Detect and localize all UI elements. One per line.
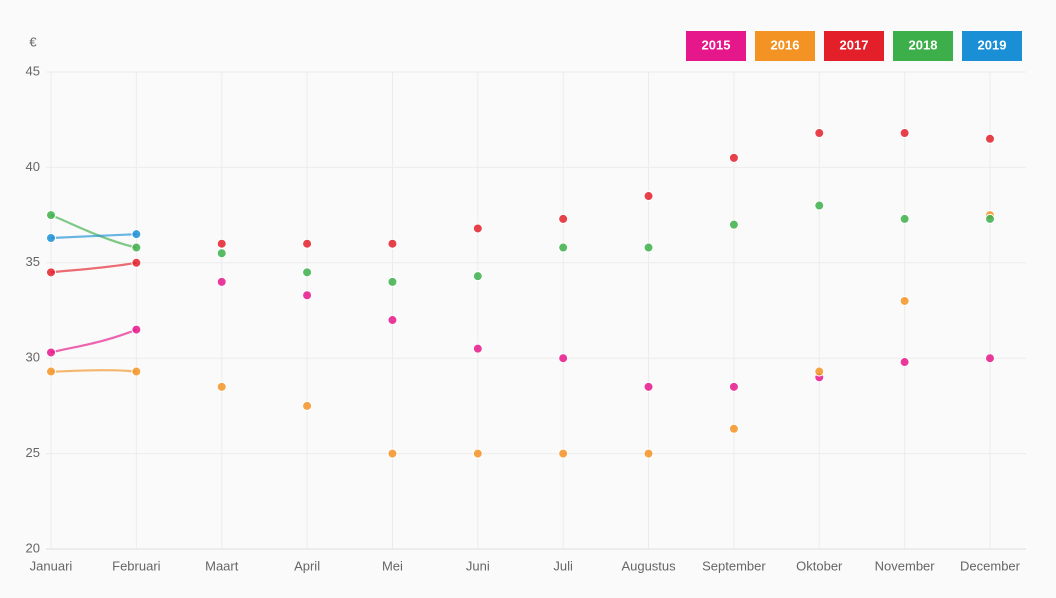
x-tick-label: Januari (30, 558, 73, 573)
data-point (643, 242, 654, 253)
legend-item[interactable]: 2019 (962, 31, 1022, 61)
legend-button (962, 31, 1022, 61)
legend-button (824, 31, 884, 61)
x-tick-label: Augustus (621, 558, 676, 573)
legend-item[interactable]: 2015 (686, 31, 746, 61)
data-point (216, 248, 227, 259)
data-point (302, 400, 313, 411)
data-point (728, 381, 739, 392)
data-point (558, 242, 569, 253)
data-point (814, 366, 825, 377)
series-line (50, 261, 137, 274)
legend-label: 2016 (771, 37, 800, 52)
series-line (50, 233, 137, 240)
data-point (387, 448, 398, 459)
legend-button (686, 31, 746, 61)
y-tick-label: 40 (26, 159, 40, 174)
data-point (387, 238, 398, 249)
data-point (387, 315, 398, 326)
data-point (302, 290, 313, 301)
y-tick-label: 20 (26, 540, 40, 555)
x-tick-label: Oktober (796, 558, 843, 573)
data-point (472, 223, 483, 234)
data-point (472, 343, 483, 354)
data-point (387, 276, 398, 287)
data-point (131, 242, 142, 253)
data-point (46, 267, 56, 278)
data-point (131, 366, 142, 377)
data-point (728, 423, 739, 434)
data-point (46, 232, 56, 243)
x-tick-label: Juli (553, 558, 573, 573)
y-tick-label: 30 (26, 350, 40, 365)
data-point (985, 353, 995, 364)
data-point (899, 213, 910, 224)
legend-label: 2017 (840, 37, 869, 52)
series-line (50, 369, 137, 373)
series-line (50, 328, 137, 354)
data-point (899, 357, 910, 368)
data-point (899, 295, 910, 306)
data-point (558, 213, 569, 224)
data-point (643, 448, 654, 459)
legend-item[interactable]: 2016 (755, 31, 815, 61)
data-point (472, 448, 483, 459)
x-tick-label: November (875, 558, 936, 573)
legend-button (893, 31, 953, 61)
data-point (643, 191, 654, 202)
x-tick-label: April (294, 558, 320, 573)
y-tick-label: 25 (26, 445, 40, 460)
data-point (814, 128, 825, 139)
data-point (985, 133, 995, 144)
legend-label: 2015 (702, 37, 731, 52)
x-tick-label: Maart (205, 558, 239, 573)
legend-button (755, 31, 815, 61)
legend-item[interactable]: 2018 (893, 31, 953, 61)
data-point (899, 128, 910, 139)
x-tick-label: Februari (112, 558, 161, 573)
legend-item[interactable]: 2017 (824, 31, 884, 61)
legend-label: 2019 (978, 37, 1007, 52)
data-point (302, 267, 313, 278)
data-point (728, 219, 739, 230)
x-tick-label: Mei (382, 558, 403, 573)
x-tick-label: Juni (466, 558, 490, 573)
y-tick-label: 45 (26, 63, 40, 78)
data-point (131, 257, 142, 268)
data-point (558, 448, 569, 459)
data-point (643, 381, 654, 392)
data-point (131, 229, 142, 240)
y-tick-label: 35 (26, 254, 40, 269)
data-point (216, 381, 227, 392)
data-point (728, 152, 739, 163)
data-point (216, 238, 227, 249)
data-point (46, 366, 56, 377)
data-point (131, 324, 142, 335)
data-point (558, 353, 569, 364)
data-point (814, 200, 825, 211)
data-point (472, 271, 483, 282)
data-point (46, 347, 56, 358)
data-point (302, 238, 313, 249)
x-tick-label: September (702, 558, 766, 573)
x-tick-label: December (960, 558, 1021, 573)
data-point (46, 210, 56, 221)
y-axis-unit: € (29, 34, 37, 49)
data-point (216, 276, 227, 287)
legend-label: 2018 (909, 37, 938, 52)
data-point (985, 213, 995, 224)
series-line (50, 214, 137, 249)
